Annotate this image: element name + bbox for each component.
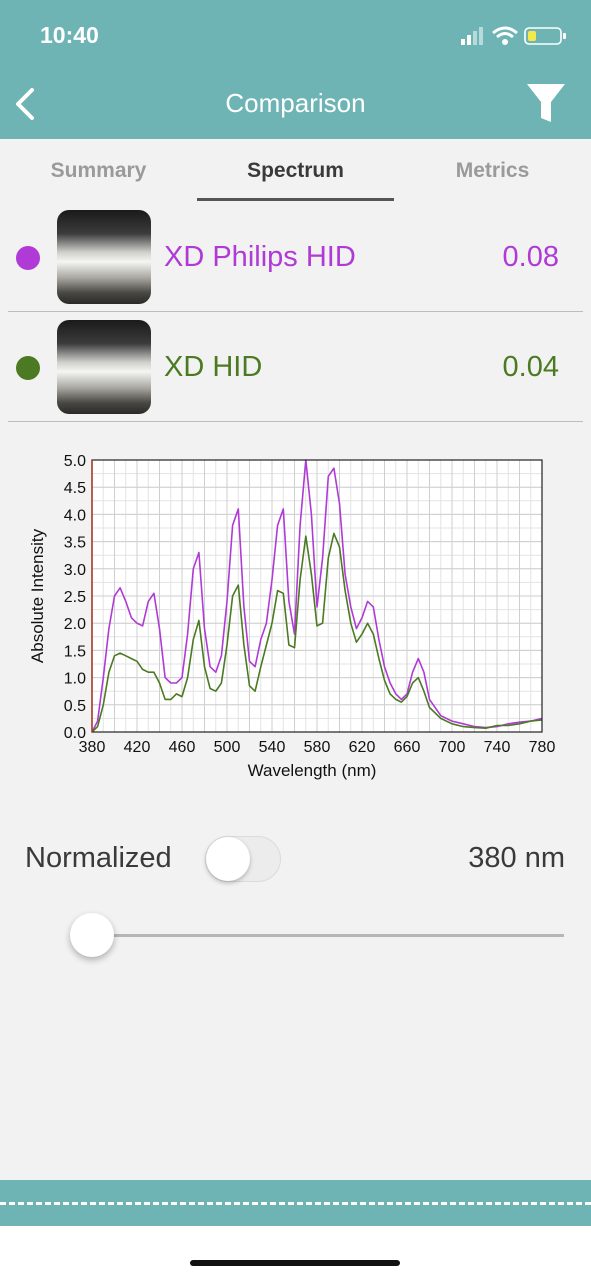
x-tick-label: 740	[484, 739, 511, 756]
y-tick-label: 2.5	[64, 589, 86, 606]
item-name: XD Philips HID	[164, 241, 356, 273]
wifi-icon	[492, 26, 518, 45]
x-axis-label: Wavelength (nm)	[248, 761, 377, 780]
x-tick-label: 540	[259, 739, 286, 756]
y-tick-label: 1.5	[64, 643, 86, 660]
x-tick-label: 380	[79, 739, 106, 756]
tab-summary[interactable]: Summary	[50, 159, 147, 182]
filter-icon[interactable]	[525, 82, 567, 124]
series-line	[91, 532, 543, 733]
series-color-dot	[16, 246, 40, 270]
y-tick-label: 4.5	[64, 480, 86, 497]
x-tick-label: 580	[304, 739, 331, 756]
tab-spectrum[interactable]: Spectrum	[247, 159, 344, 182]
x-tick-label: 460	[169, 739, 196, 756]
y-tick-label: 4.0	[64, 507, 86, 524]
toggle-knob	[206, 837, 250, 881]
page-title: Comparison	[225, 88, 366, 118]
spectrum-chart: 380 420 460 500 540 580 620 660 700 740 780 0.0 0.5 1…	[28, 453, 556, 780]
divider	[8, 311, 583, 312]
battery-icon	[524, 27, 566, 45]
cellular-signal-icon	[461, 27, 483, 45]
list-item[interactable]: XD HID 0.04	[0, 312, 591, 422]
item-name: XD HID	[164, 351, 263, 383]
home-indicator	[190, 1260, 400, 1266]
wavelength-slider-track[interactable]	[92, 934, 564, 937]
active-tab-indicator	[197, 198, 394, 201]
y-tick-label: 0.5	[64, 698, 86, 715]
normalized-toggle[interactable]	[205, 836, 281, 882]
app-header: 10:40 Comparison	[0, 0, 591, 139]
x-tick-label: 420	[124, 739, 151, 756]
tab-bar: Summary Spectrum Metrics	[0, 139, 591, 205]
item-thumbnail	[57, 320, 151, 414]
series-line	[91, 459, 543, 733]
y-tick-label: 1.0	[64, 671, 86, 688]
x-tick-label: 500	[214, 739, 241, 756]
list-item[interactable]: XD Philips HID 0.08	[0, 203, 591, 313]
y-tick-label: 2.0	[64, 616, 86, 633]
y-tick-label: 0.0	[64, 725, 86, 742]
tab-metrics[interactable]: Metrics	[455, 159, 530, 182]
wavelength-value: 380 nm	[468, 842, 565, 874]
y-tick-label: 3.0	[64, 562, 86, 579]
item-value: 0.04	[502, 351, 559, 383]
x-tick-label: 660	[394, 739, 421, 756]
bottom-safe-area	[0, 1226, 591, 1280]
item-value: 0.08	[502, 241, 559, 273]
normalized-label: Normalized	[25, 842, 172, 874]
item-thumbnail	[57, 210, 151, 304]
wavelength-slider-thumb[interactable]	[70, 913, 114, 957]
y-tick-label: 3.5	[64, 535, 86, 552]
x-tick-label: 700	[439, 739, 466, 756]
y-axis-label: Absolute Intensity	[28, 528, 47, 663]
status-time: 10:40	[40, 22, 99, 48]
y-tick-label: 5.0	[64, 453, 86, 470]
x-tick-label: 620	[349, 739, 376, 756]
series-color-dot	[16, 356, 40, 380]
divider	[8, 421, 583, 422]
status-icons	[461, 26, 566, 45]
x-tick-label: 780	[529, 739, 556, 756]
footer-dashed-line	[0, 1202, 591, 1205]
back-icon[interactable]	[10, 84, 42, 124]
